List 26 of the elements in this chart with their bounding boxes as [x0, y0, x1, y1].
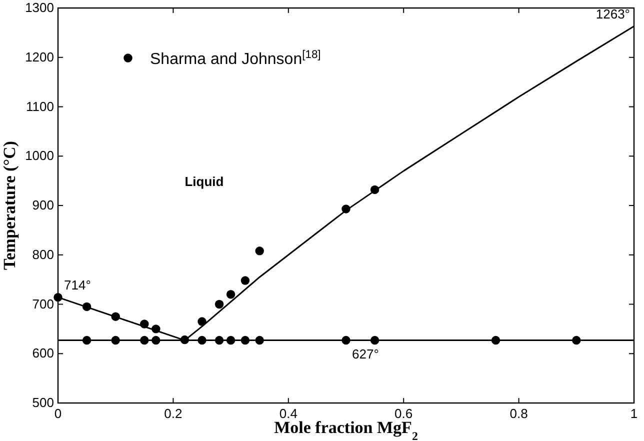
annotation: Liquid — [184, 174, 224, 189]
y-axis-title: Temperature (°C) — [0, 140, 19, 270]
y-tick-label: 1100 — [26, 98, 54, 114]
y-tick-label: 1000 — [25, 148, 54, 164]
legend-label: Sharma and Johnson$^{[18]}$ — [150, 49, 321, 68]
annotation: 714° — [64, 277, 91, 292]
x-tick-label: 0.6 — [394, 406, 413, 421]
y-tick-label: 800 — [32, 246, 54, 262]
y-tick-label: 600 — [32, 346, 54, 361]
point — [214, 300, 224, 309]
y-tick-label: 1300 — [25, 0, 54, 15]
x-tick-label: 0.4 — [279, 406, 298, 421]
x-axis-title: Mole fraction MgF$_{2}$ — [274, 418, 418, 441]
x-tick-label: 0.8 — [510, 406, 528, 421]
y-tick-label: 1200 — [25, 49, 54, 64]
x-tick-label: 0 — [54, 406, 62, 421]
x-tick-label: 1 — [630, 406, 638, 421]
y-tick-label: 500 — [32, 395, 54, 410]
annotation: 627° — [352, 346, 379, 362]
point — [226, 290, 236, 299]
point — [255, 246, 264, 256]
annotation: 1263° — [596, 6, 630, 22]
y-tick-label: 900 — [32, 198, 54, 212]
y-tick-label: 700 — [32, 296, 54, 312]
point — [240, 276, 250, 285]
x-tick-label: 0.2 — [164, 406, 182, 421]
